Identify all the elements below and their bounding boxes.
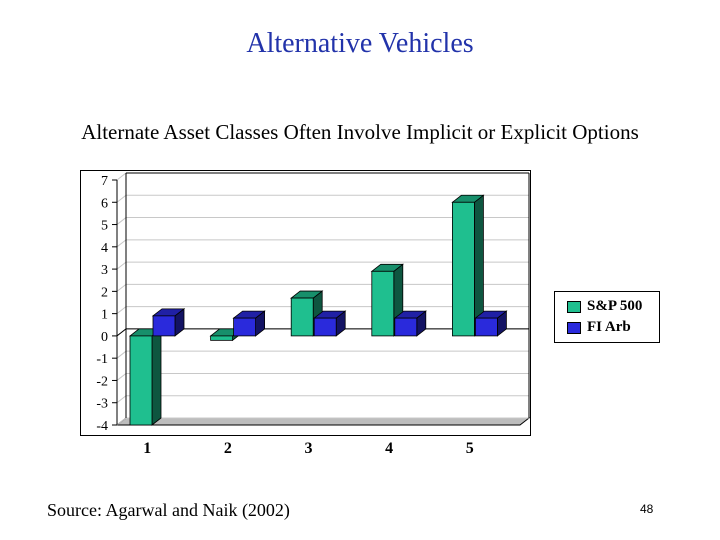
x-tick-label: 1: [143, 440, 151, 457]
y-tick-label: 5: [101, 219, 108, 234]
legend-label-sp500: S&P 500: [587, 298, 643, 314]
x-tick-label: 2: [224, 440, 232, 457]
y-tick-label: 3: [101, 263, 108, 278]
y-tick-label: -3: [96, 397, 108, 412]
bar-sp500: [129, 335, 153, 426]
y-tick-label: 4: [101, 241, 108, 256]
legend-swatch-fi-arb: [567, 321, 581, 334]
bar-fi-arb: [233, 317, 257, 337]
bar-fi-arb: [394, 317, 418, 337]
page-number: 48: [640, 502, 654, 516]
plot-floor: [115, 417, 531, 426]
legend-item-fi-arb: FI Arb: [567, 319, 631, 336]
x-tick-label: 5: [466, 440, 474, 457]
y-tick-label: -1: [96, 352, 108, 367]
plot-wall: [117, 173, 529, 425]
y-tick-label: -2: [96, 374, 108, 389]
bar-side: [151, 328, 162, 426]
y-tick-label: 6: [101, 196, 108, 211]
chart-legend: S&P 500 FI Arb: [554, 291, 660, 343]
slide-title: Alternative Vehicles: [246, 28, 474, 59]
y-tick-label: 1: [101, 308, 108, 323]
bar-fi-arb: [313, 317, 337, 337]
bar-sp500: [451, 201, 475, 337]
bar-fi-arb: [474, 317, 498, 337]
chart-area: 7 6 5 4 3 2 1 0 -1 -2 -3 -4 1 2 3 4 5: [80, 170, 670, 470]
chart-frame: [80, 170, 531, 436]
bar-sp500: [290, 297, 314, 337]
legend-label-fi-arb: FI Arb: [587, 319, 631, 335]
legend-swatch-sp500: [567, 300, 581, 313]
legend-item-sp500: S&P 500: [567, 298, 642, 315]
x-tick-label: 3: [305, 440, 313, 457]
source-note: Source: Agarwal and Naik (2002): [47, 500, 290, 520]
y-tick-label: 2: [101, 285, 108, 300]
bar-fi-arb: [152, 315, 176, 337]
bar-chart: 7 6 5 4 3 2 1 0 -1 -2 -3 -4 1 2 3 4 5: [80, 170, 531, 457]
y-tick-label: 0: [101, 330, 108, 345]
x-tick-label: 4: [385, 440, 393, 457]
y-tick-label: -4: [96, 419, 108, 434]
slide-subtitle: Alternate Asset Classes Often Involve Im…: [81, 120, 639, 144]
bar-sp500: [371, 270, 395, 337]
y-tick-label: 7: [101, 174, 108, 189]
bar-sp500: [210, 335, 234, 341]
